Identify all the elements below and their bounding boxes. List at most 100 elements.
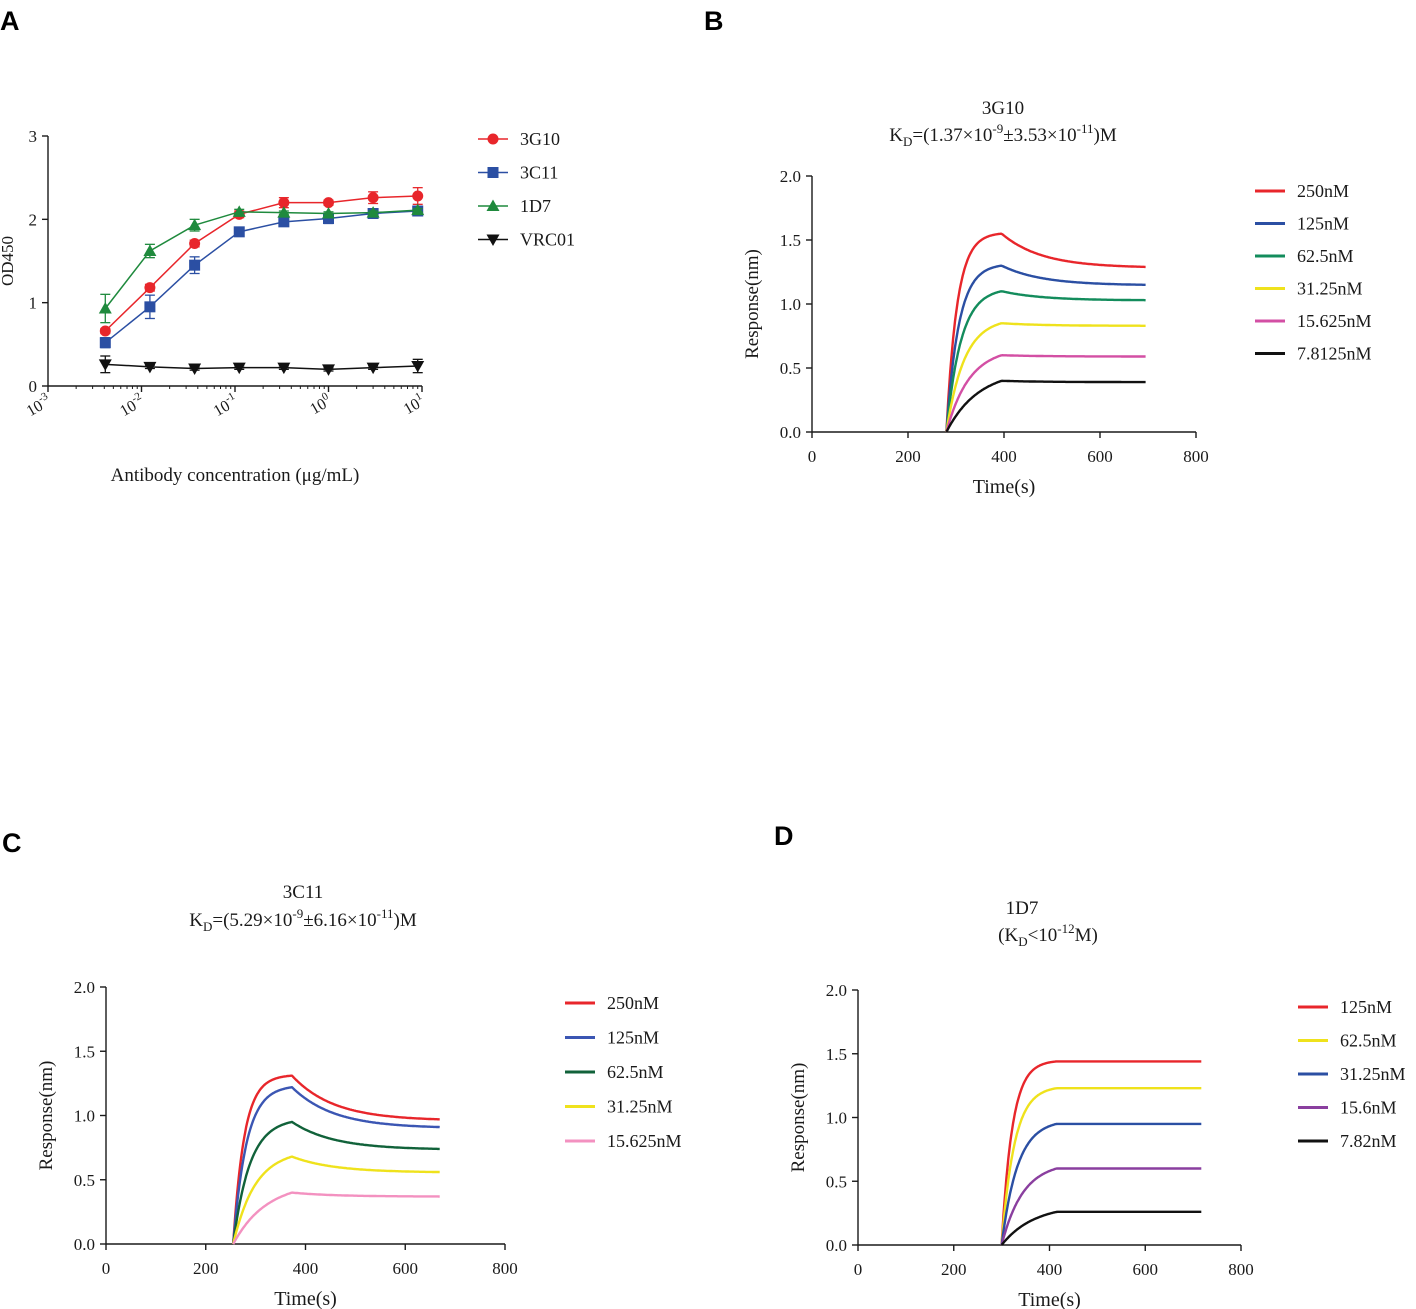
a-data-point (411, 361, 425, 373)
pd-x-tick-label: 200 (941, 1260, 967, 1279)
pc-kd-exponent: -9 (292, 906, 303, 921)
a-y-axis-title: OD450 (0, 236, 17, 286)
a-series-line (105, 363, 418, 371)
pd-legend-label: 7.82nM (1340, 1131, 1397, 1151)
pb-kd-value: KD=(1.37×10-9±3.53×10-11)M (889, 121, 1117, 149)
a-data-point (366, 206, 380, 218)
pc-y-tick-label: 1.5 (74, 1042, 95, 1061)
a-data-point (98, 359, 112, 371)
a-x-tick-label: 100 (306, 390, 335, 418)
pb-chart-title: 3G10 (982, 98, 1024, 119)
a-x-tick-base: 10 (24, 397, 46, 420)
pb-curve-15-625nm (945, 354, 1146, 433)
pb-curve-31-25nm (945, 322, 1146, 433)
pd-y-axis-title: Response(nm) (788, 1063, 809, 1173)
a-x-tick-base: 10 (307, 395, 329, 418)
a-data-point (322, 364, 335, 376)
a-y-tick-label: 2 (29, 210, 38, 229)
pc-kd-error: ±6.16×10 (303, 910, 376, 931)
panel-label-b: B (704, 6, 724, 36)
pc-x-tick-label: 400 (293, 1259, 319, 1278)
pc-curve-15-625nm (232, 1191, 440, 1245)
pd-legend-label: 125nM (1340, 997, 1392, 1017)
pc-curve-31-25nm (232, 1155, 440, 1245)
pd-x-axis-title: Time(s) (1018, 1289, 1081, 1309)
pd-y-tick-label: 0.5 (826, 1172, 847, 1191)
pd-curve-7-82nm (1000, 1210, 1202, 1246)
a-x-axis-title: Antibody concentration (μg/mL) (111, 465, 360, 486)
pb-kd-subscript: D (903, 134, 912, 149)
a-x-tick-exponent: 0 (320, 390, 331, 403)
pd-curve-15-6nm (1000, 1167, 1202, 1246)
a-data-point (189, 259, 201, 271)
pc-kd-error-exponent: -11 (377, 906, 394, 921)
pd-x-tick-label: 400 (1037, 1260, 1063, 1279)
a-series-3g10 (99, 187, 424, 337)
pb-kd-symbol: K (889, 125, 903, 146)
pc-y-tick-label: 0.0 (74, 1235, 95, 1254)
pc-y-tick-label: 1.0 (74, 1107, 95, 1126)
pc-kd-subscript: D (203, 919, 212, 934)
a-legend-marker (486, 199, 500, 211)
pc-legend-label: 15.625nM (607, 1131, 682, 1151)
a-series-vrc01 (98, 355, 425, 376)
a-data-point (278, 216, 290, 228)
pb-y-tick-label: 0.0 (780, 423, 801, 442)
a-x-tick-label: 10-3 (22, 390, 54, 420)
pd-legend-label: 31.25nM (1340, 1064, 1406, 1084)
a-data-point (277, 362, 291, 375)
pd-curve-125nm (1000, 1060, 1202, 1246)
panel-c-3c11-binding-chart: 0.0 0.5 1.0 1.5 2.0 0 200 400 600 800 Time(s) Respo… (36, 882, 682, 1309)
a-data-point (233, 226, 245, 238)
panel-b-3g10-binding-chart: 0.0 0.5 1.0 1.5 2.0 0 200 400 600 800 Time(s) Respo… (742, 98, 1372, 498)
a-data-point (277, 206, 291, 218)
pb-legend-label: 7.8125nM (1297, 344, 1372, 364)
pb-y-axis-title: Response(nm) (742, 249, 763, 359)
pb-y-tick-label: 1.0 (780, 295, 801, 314)
a-data-point (366, 362, 380, 375)
pc-curve-62-5nm (232, 1120, 440, 1245)
pb-curve-125nm (945, 264, 1146, 433)
pd-kd-exponent: -12 (1057, 921, 1074, 936)
pd-kd-symbol: (K (998, 925, 1018, 946)
a-data-point (188, 363, 202, 375)
pb-x-tick-label: 200 (895, 447, 921, 466)
pd-curve-31-25nm (1000, 1122, 1202, 1246)
pc-legend-label: 31.25nM (607, 1097, 673, 1117)
a-data-point (99, 325, 111, 337)
pd-legend-label: 62.5nM (1340, 1031, 1397, 1051)
pd-legend-label: 15.6nM (1340, 1098, 1397, 1118)
a-x-tick-exponent: 1 (413, 390, 424, 403)
a-legend-marker (486, 234, 500, 246)
pd-kd-error: M) (1075, 925, 1098, 946)
pc-curve-125nm (232, 1086, 440, 1245)
pc-y-tick-label: 0.5 (74, 1171, 95, 1190)
pb-curve-62-5nm (945, 290, 1146, 433)
panel-label-a: A (0, 6, 20, 36)
pd-x-tick-label: 600 (1133, 1260, 1159, 1279)
pb-x-axis-title: Time(s) (973, 476, 1036, 498)
pb-x-tick-label: 400 (991, 447, 1017, 466)
a-series-line (104, 210, 418, 344)
a-data-point (144, 282, 156, 294)
a-legend-marker (487, 167, 499, 178)
panel-label-d: D (774, 821, 794, 851)
a-data-point (143, 244, 157, 256)
pc-y-tick-label: 2.0 (74, 978, 95, 997)
a-legend-label: 3G10 (520, 129, 560, 149)
pd-x-tick-label: 0 (854, 1260, 863, 1279)
a-data-point (188, 218, 202, 231)
a-series-3c11 (99, 205, 424, 349)
pd-kd-subscript: D (1018, 934, 1027, 949)
pb-x-tick-label: 0 (808, 447, 817, 466)
pb-y-tick-label: 2.0 (780, 167, 801, 186)
pc-x-tick-label: 200 (193, 1259, 219, 1278)
a-legend-label: VRC01 (520, 230, 575, 250)
pc-chart-title: 3C11 (283, 882, 323, 903)
a-data-point (189, 238, 201, 249)
a-series-line (104, 209, 418, 309)
pc-legend-label: 250nM (607, 993, 659, 1013)
pd-y-tick-label: 0.0 (826, 1236, 847, 1255)
pb-x-tick-label: 800 (1183, 447, 1209, 466)
